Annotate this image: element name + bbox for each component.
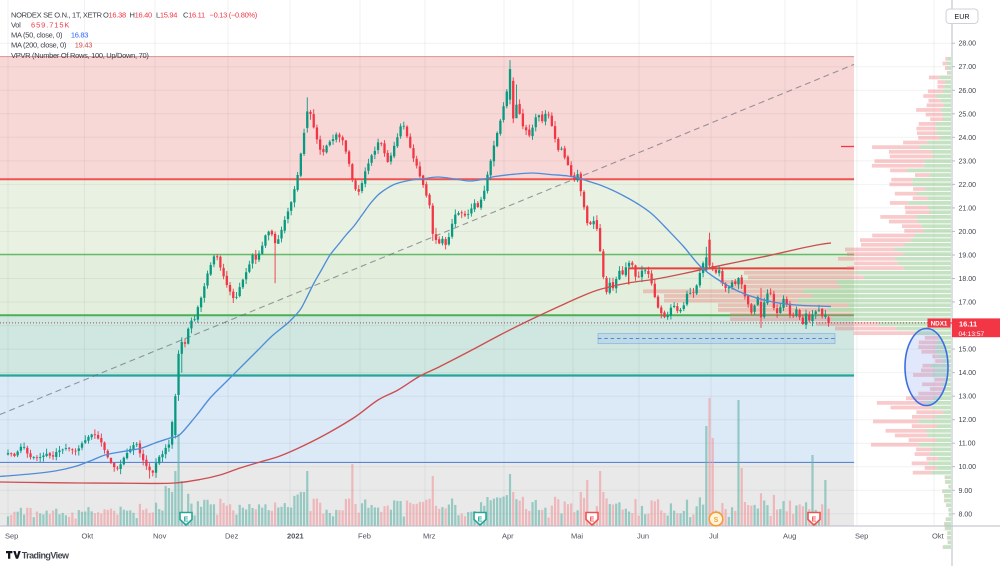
svg-text:16.11: 16.11 [959,319,977,328]
svg-text:26.00: 26.00 [959,88,977,95]
svg-text:E: E [590,517,595,524]
svg-text:18.00: 18.00 [959,276,977,283]
svg-text:19.00: 19.00 [959,253,977,260]
svg-text:659.715K: 659.715K [31,21,70,30]
svg-text:20.00: 20.00 [959,229,977,236]
svg-text:NDX1: NDX1 [931,321,948,328]
svg-text:17.00: 17.00 [959,300,977,307]
svg-text:VPVR (Number Of Rows, 100, Up/: VPVR (Number Of Rows, 100, Up/Down, 70) [11,51,149,60]
svg-text:13.00: 13.00 [959,394,977,401]
svg-text:16.83: 16.83 [71,31,88,40]
svg-text:Apr: Apr [502,531,514,540]
svg-text:TradingView: TradingView [22,551,70,561]
svg-text:Mai: Mai [571,531,583,540]
svg-text:Mrz: Mrz [423,531,436,540]
svg-text:24.00: 24.00 [959,135,977,142]
svg-text:10.00: 10.00 [959,464,977,471]
svg-text:C16.11: C16.11 [183,10,205,19]
svg-text:14.00: 14.00 [959,370,977,377]
svg-text:E: E [812,517,817,524]
svg-text:O16.38: O16.38 [103,10,126,19]
svg-text:Nov: Nov [153,531,167,540]
svg-text:27.00: 27.00 [959,64,977,71]
svg-text:Aug: Aug [783,531,796,540]
svg-text:Dez: Dez [225,531,239,540]
svg-text:23.00: 23.00 [959,158,977,165]
svg-text:Feb: Feb [358,531,371,540]
svg-text:2021: 2021 [287,531,304,540]
svg-text:Okt: Okt [932,531,945,540]
svg-text:L15.94: L15.94 [156,10,177,19]
svg-text:EUR: EUR [954,12,969,21]
svg-text:9.00: 9.00 [959,488,973,495]
svg-text:22.00: 22.00 [959,182,977,189]
svg-text:21.00: 21.00 [959,205,977,212]
svg-text:S: S [714,517,719,524]
svg-text:Okt: Okt [82,531,95,540]
svg-text:25.00: 25.00 [959,111,977,118]
svg-text:Sep: Sep [5,531,18,540]
svg-text:MA (200, close, 0): MA (200, close, 0) [11,41,67,50]
svg-text:NORDEX SE O.N., 1T, XETR: NORDEX SE O.N., 1T, XETR [11,10,103,19]
svg-text:Sep: Sep [855,531,868,540]
svg-text:11.00: 11.00 [959,441,976,448]
svg-text:MA (50, close, 0): MA (50, close, 0) [11,31,63,40]
svg-text:Jul: Jul [709,531,719,540]
svg-text:−0.13 (−0.80%): −0.13 (−0.80%) [210,10,258,19]
svg-text:Vol: Vol [11,21,21,30]
svg-text:19.43: 19.43 [75,41,92,50]
svg-text:8.00: 8.00 [959,511,973,518]
svg-text:15.00: 15.00 [959,347,977,354]
svg-text:E: E [184,517,189,524]
svg-text:12.00: 12.00 [959,417,977,424]
svg-text:04:13:57: 04:13:57 [959,331,985,338]
svg-text:28.00: 28.00 [959,41,977,48]
svg-text:H16.40: H16.40 [130,10,153,19]
svg-text:Jun: Jun [637,531,649,540]
svg-text:E: E [478,517,483,524]
